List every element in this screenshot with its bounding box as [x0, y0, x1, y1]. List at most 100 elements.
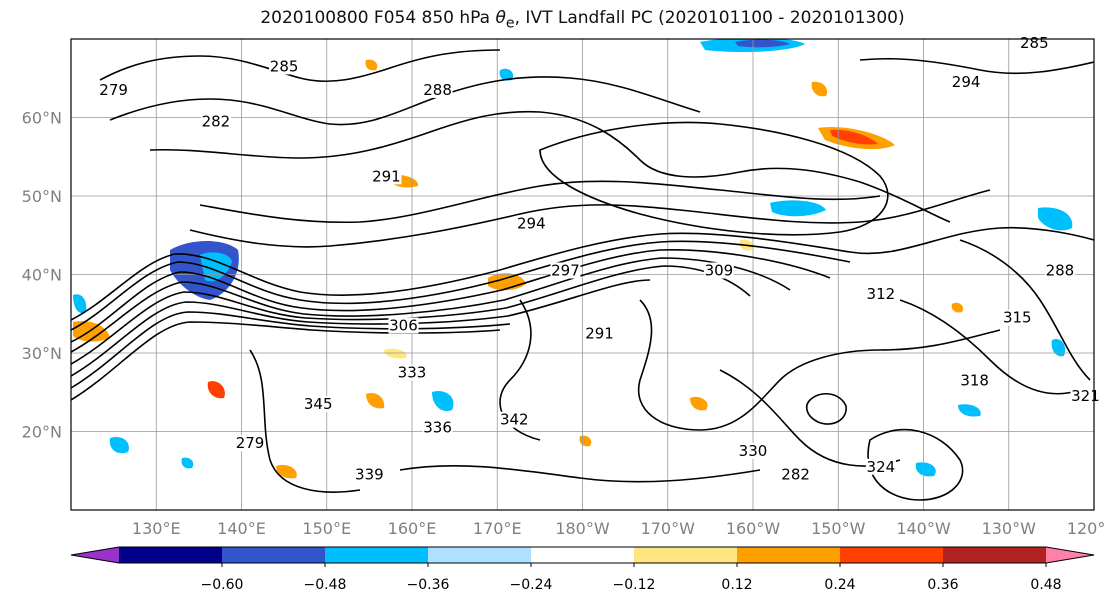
colorbar-outline: [70, 546, 1095, 564]
contour-line: [149, 110, 951, 223]
contour-value-label: 324: [867, 458, 896, 476]
colorbar-segment: [119, 547, 223, 563]
neg-patch: [915, 462, 936, 477]
contour-line: [859, 57, 1094, 75]
colorbar-tick-label: −0.48: [304, 577, 347, 593]
lon-tick-label: 180°W: [555, 519, 610, 538]
contour-value-label: 294: [517, 214, 546, 232]
lon-tick-label: 120°W: [1067, 519, 1105, 538]
pos-patch: [830, 129, 878, 145]
contour-line: [109, 76, 701, 126]
lat-tick-label: 40°N: [22, 266, 62, 285]
contour-value-label: 330: [739, 442, 768, 460]
contour-value-label: 312: [867, 285, 896, 303]
contour-value-label: 291: [372, 167, 401, 185]
colorbar-extend-high: [1046, 547, 1094, 563]
contour-value-label: 321: [1071, 387, 1100, 405]
contour-label-bg: [235, 435, 266, 452]
contour-value-label: 306: [389, 316, 418, 334]
colorbar-segment: [531, 547, 635, 563]
pos-patch: [690, 396, 708, 411]
colorbar: −0.60 −0.48 −0.36 −0.24 −0.12 0.12 0.24 0.36 0.4…: [70, 546, 1095, 593]
contour-line: [71, 240, 851, 331]
contour-label-bg: [422, 81, 453, 98]
contour-label-bg: [1002, 309, 1033, 326]
pos-patch: [384, 348, 407, 359]
contour-value-label: 309: [705, 262, 734, 280]
pos-patch: [811, 81, 828, 97]
contour-line: [71, 311, 511, 389]
contour-label-bg: [738, 443, 768, 460]
contour-value-label: 315: [1003, 309, 1032, 327]
colorbar-tick-label: −0.24: [510, 577, 553, 593]
contour-label-bg: [865, 458, 896, 475]
contour-value-label: 318: [960, 371, 989, 389]
pos-patch: [366, 392, 385, 409]
colorbar-tick-label: −0.36: [407, 577, 450, 593]
colorbar-segment: [943, 547, 1047, 563]
lat-tick-label: 50°N: [22, 187, 62, 206]
contour-value-label: 333: [398, 364, 427, 382]
contour-value-label: 288: [1046, 262, 1075, 280]
contour-line: [637, 299, 1001, 431]
neg-patch: [109, 436, 129, 454]
contour-value-label: 285: [270, 57, 299, 75]
contour-value-label: 336: [423, 419, 452, 437]
pos-patch: [207, 381, 225, 399]
neg-patch: [735, 39, 790, 48]
contour-label-bg: [388, 317, 419, 334]
pos-patch: [276, 464, 297, 479]
contour-label-bg: [951, 74, 982, 91]
neg-patch: [958, 404, 981, 417]
contour-label-bg: [499, 411, 530, 428]
pos-patch: [951, 302, 964, 313]
contour-value-label: 342: [500, 411, 529, 429]
colorbar-segment: [737, 547, 841, 563]
lon-tick-label: 140°W: [896, 519, 951, 538]
longitude-labels: 130°E 140°E 150°E 160°E 170°E 180°W 170°W 160°W…: [132, 519, 1105, 538]
neg-patch: [432, 390, 454, 412]
contour-label-bg: [780, 466, 811, 483]
colorbar-tick-label: −0.12: [613, 577, 656, 593]
lon-tick-label: 130°E: [132, 519, 181, 538]
lat-tick-label: 20°N: [22, 423, 62, 442]
contour-label-bg: [397, 364, 427, 381]
contour-label-bg: [303, 395, 334, 412]
contour-value-label: 345: [304, 395, 333, 413]
colorbar-segment: [840, 547, 944, 563]
contour-label-bg: [703, 262, 734, 279]
contour-label-bg: [516, 215, 547, 232]
contour-label-bg: [865, 286, 896, 303]
contour-value-label: 279: [99, 81, 128, 99]
contour-line: [199, 180, 881, 224]
lon-tick-label: 150°W: [811, 519, 866, 538]
colorbar-extend-low: [71, 547, 119, 563]
contour-label-bg: [354, 466, 385, 483]
contour-line: [71, 279, 651, 377]
colorbar-tick-label: 0.48: [1030, 577, 1061, 593]
colorbar-segment: [222, 547, 326, 563]
contour-label-bg: [98, 81, 129, 98]
contour-line: [899, 299, 1081, 395]
contour-label-bg: [1044, 262, 1075, 279]
map-frame: [70, 38, 1095, 511]
lat-lon-grid: [71, 39, 1094, 510]
theta-e-contours: [71, 49, 1094, 501]
colorbar-segment: [428, 547, 532, 563]
map-title: 2020100800 F054 850 hPa θe, IVT Landfall…: [260, 8, 905, 32]
contour-value-label: 288: [423, 81, 452, 99]
contour-line: [805, 393, 847, 425]
contour-labels: 279 282 285 288 291 294 297 306 309 312 315 318 321 3…: [98, 34, 1101, 484]
contour-value-label: 291: [585, 324, 614, 342]
contour-label-bg: [959, 372, 990, 389]
colorbar-tick-label: 0.24: [824, 577, 855, 593]
neg-patch: [73, 294, 87, 314]
contour-label-bg: [200, 113, 231, 130]
contour-line: [399, 465, 761, 483]
lon-tick-label: 150°E: [302, 519, 351, 538]
lon-tick-label: 130°W: [982, 519, 1037, 538]
contour-line: [959, 239, 1091, 381]
contour-line: [867, 428, 964, 501]
contour-label-bg: [584, 325, 615, 342]
